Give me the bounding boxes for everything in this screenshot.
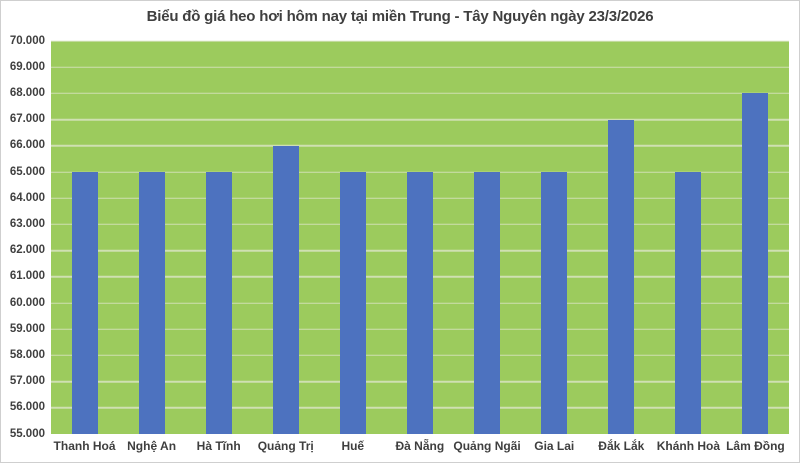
x-axis-category-label: Thanh Hoá	[53, 439, 116, 453]
y-axis: 55.000 56.000 57.000 58.000 59.000 60.000 61.0…	[1, 35, 45, 439]
y-axis-tick-label: 66.000	[9, 139, 45, 152]
y-axis-tick-label: 58.000	[9, 348, 45, 361]
bar[interactable]	[608, 119, 635, 434]
x-axis: Thanh Hoá Nghệ An Hà Tĩnh Quảng Trị Huế Đà Nẵ…	[51, 439, 789, 453]
y-axis-tick-label: 64.000	[9, 191, 45, 204]
y-axis-tick-label: 67.000	[9, 112, 45, 125]
y-axis-tick-label: 60.000	[9, 296, 45, 309]
bar-slot	[386, 41, 453, 434]
y-axis-tick-label: 68.000	[9, 86, 45, 99]
bar[interactable]	[742, 93, 769, 434]
bar-slot	[252, 41, 319, 434]
bar-slot	[588, 41, 655, 434]
bar-slot	[454, 41, 521, 434]
plot-area	[51, 40, 789, 434]
bar[interactable]	[541, 172, 568, 434]
y-axis-tick-label: 59.000	[9, 322, 45, 335]
y-axis-tick-label: 62.000	[9, 243, 45, 256]
chart-title: Biểu đồ giá heo hơi hôm nay tại miền Tru…	[146, 8, 654, 25]
bar-slot	[521, 41, 588, 434]
gridline	[51, 118, 789, 121]
gridline	[51, 40, 789, 42]
bar[interactable]	[474, 172, 501, 434]
bar-slot	[185, 41, 252, 434]
gridline	[51, 92, 789, 95]
x-axis-category-label: Gia Lai	[534, 439, 575, 453]
x-axis-category-label: Hà Tĩnh	[196, 439, 241, 453]
x-axis-category-label: Huế	[341, 439, 365, 453]
bar-slot	[722, 41, 789, 434]
bar[interactable]	[675, 172, 702, 434]
x-axis-category-label: Đà Nẵng	[395, 439, 445, 453]
y-axis-tick-label: 56.000	[9, 401, 45, 414]
x-axis-category-label: Quảng Ngãi	[453, 439, 521, 453]
y-axis-tick-label: 69.000	[9, 60, 45, 73]
x-axis-category-label: Lâm Đồng	[726, 439, 785, 453]
y-axis-tick-label: 65.000	[9, 165, 45, 178]
bar[interactable]	[138, 172, 165, 434]
bar[interactable]	[205, 172, 232, 434]
bar[interactable]	[339, 172, 366, 434]
bar-slot	[118, 41, 185, 434]
y-axis-tick-label: 55.000	[9, 427, 45, 440]
y-axis-tick-label: 57.000	[9, 374, 45, 387]
bar-slot	[51, 41, 118, 434]
bar[interactable]	[272, 145, 299, 434]
bar-slot	[319, 41, 386, 434]
gridline	[51, 145, 789, 147]
bar-series	[51, 41, 789, 434]
bar-slot	[655, 41, 722, 434]
y-axis-tick-label: 70.000	[9, 34, 45, 47]
y-axis-tick-label: 61.000	[9, 270, 45, 283]
x-axis-category-label: Quảng Trị	[257, 439, 314, 453]
x-axis-category-label: Khánh Hoà	[656, 439, 721, 453]
y-axis-tick-label: 63.000	[9, 217, 45, 230]
gridline	[51, 66, 789, 68]
bar[interactable]	[71, 172, 98, 434]
x-axis-category-label: Đắk Lắk	[598, 439, 645, 453]
x-axis-category-label: Nghệ An	[127, 439, 177, 453]
bar[interactable]	[407, 172, 434, 434]
